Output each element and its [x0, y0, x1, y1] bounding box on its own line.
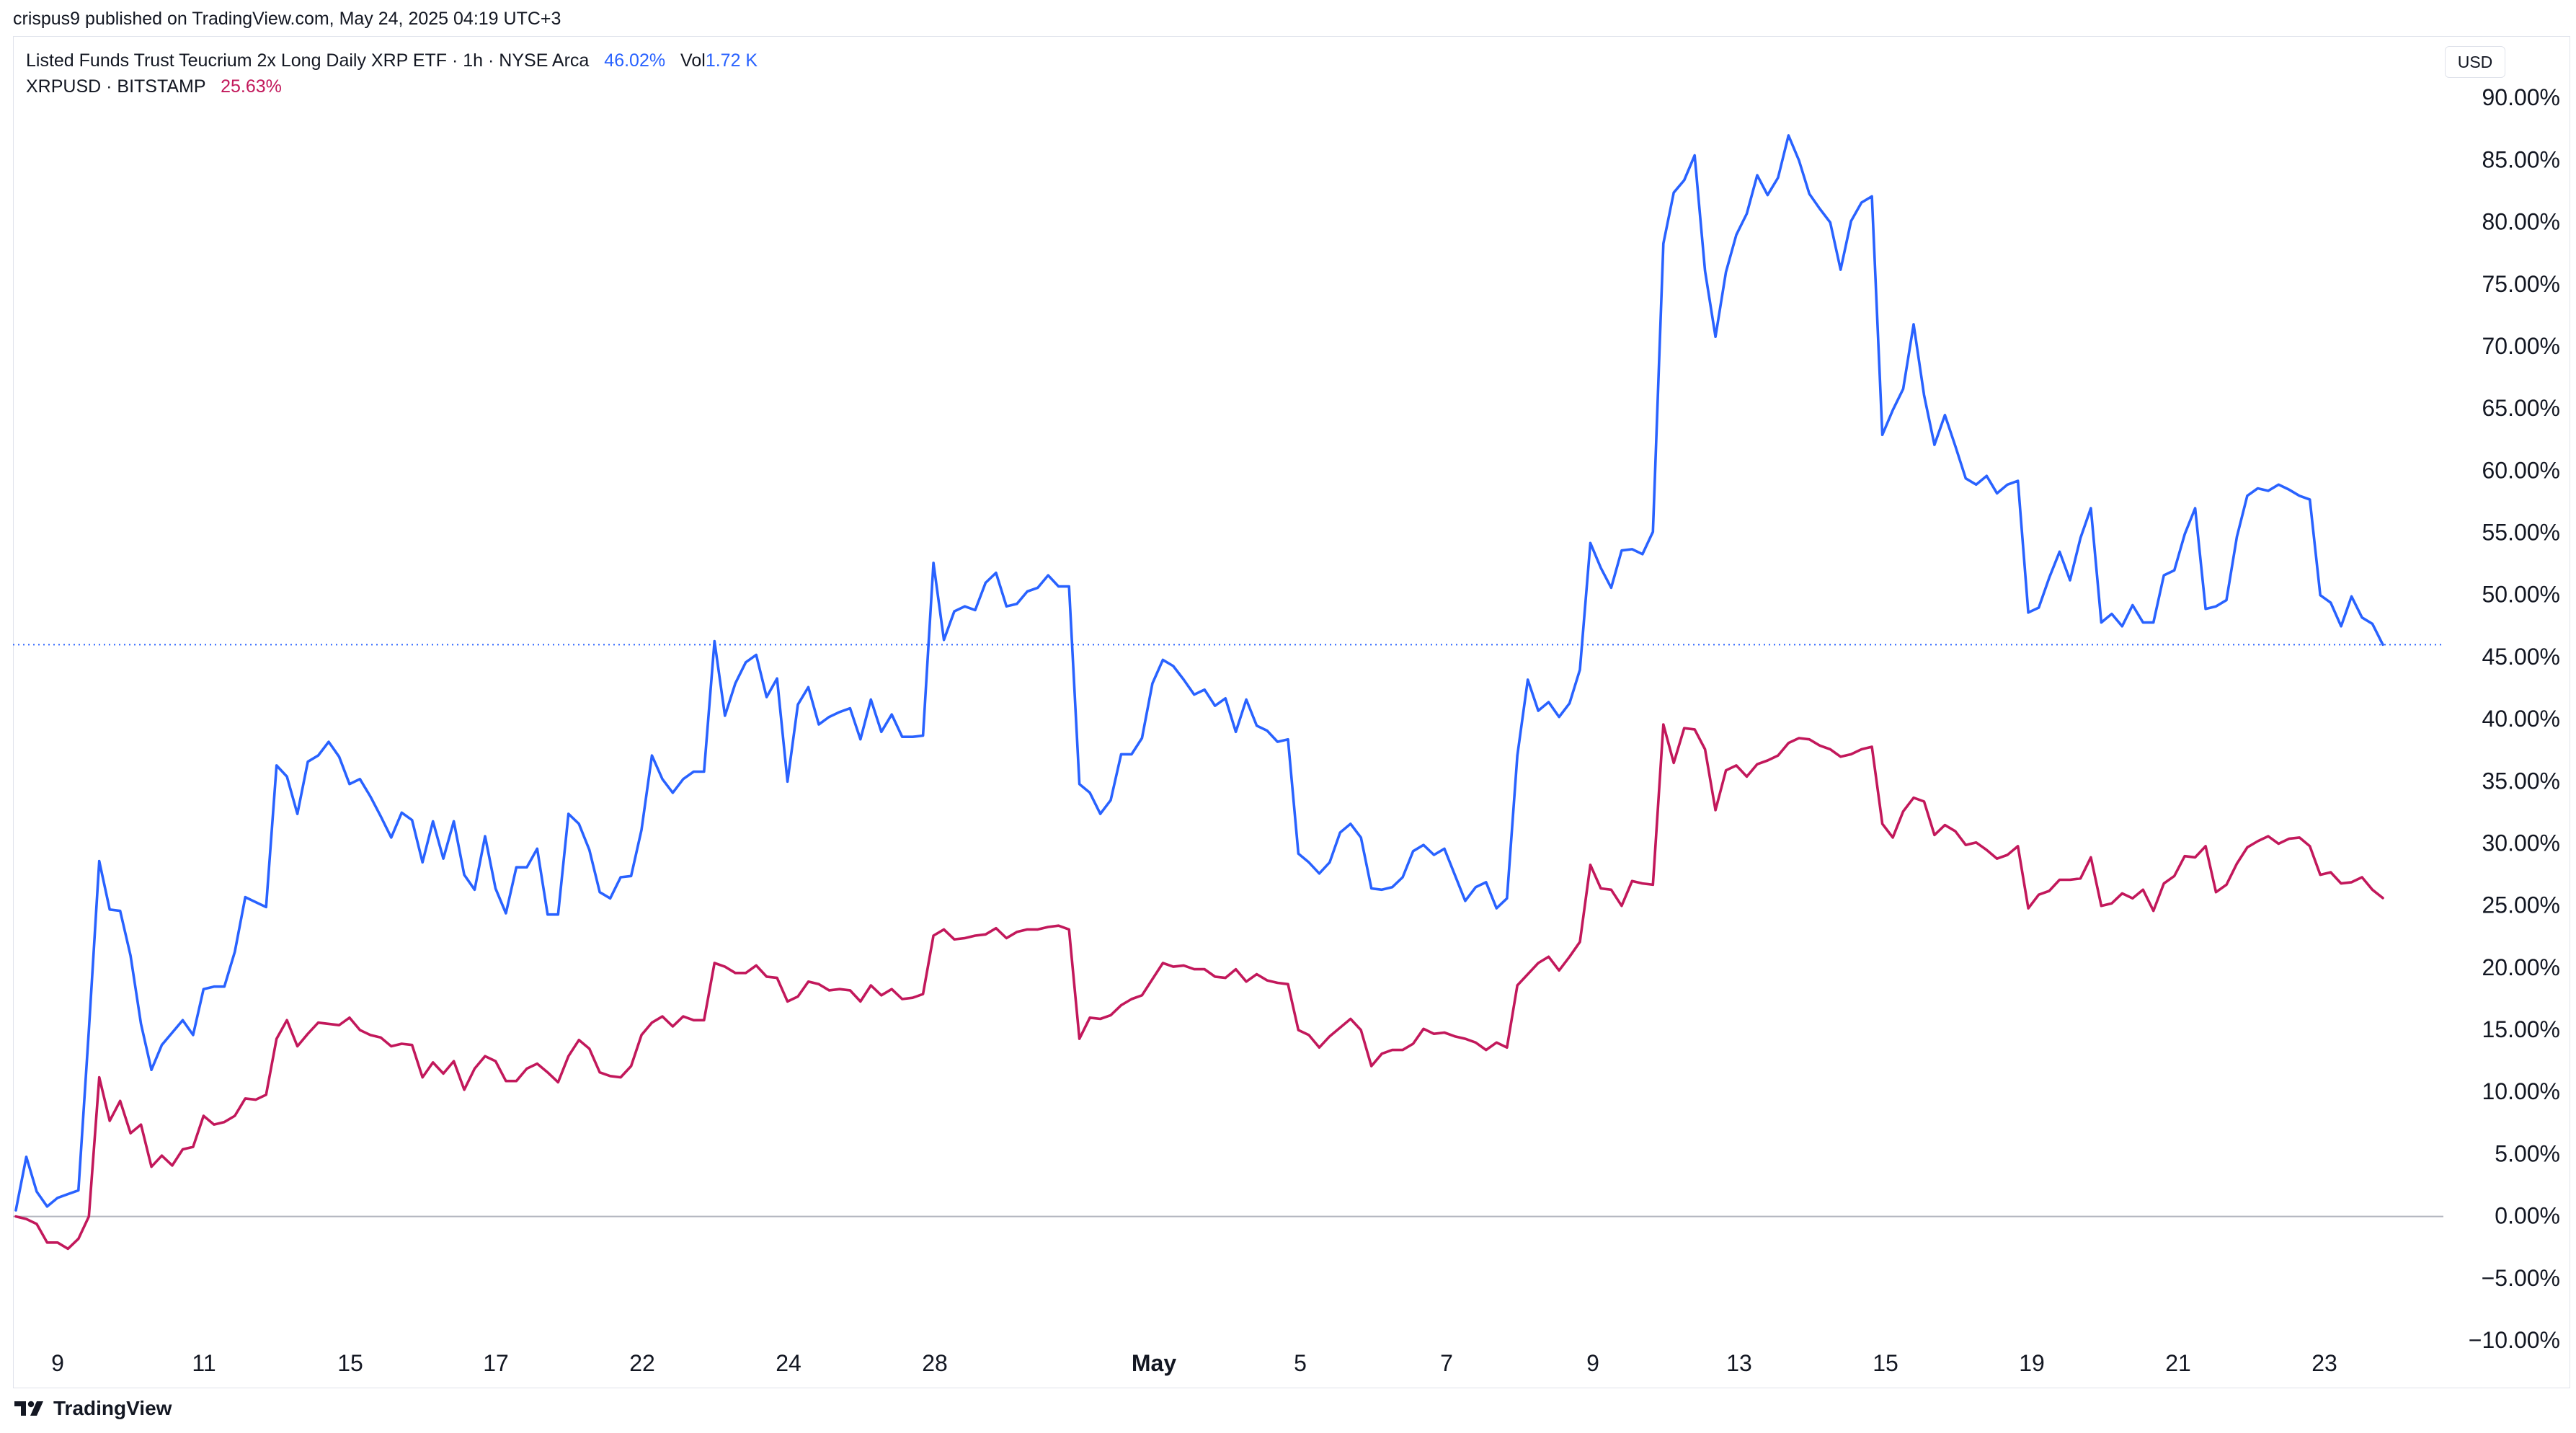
y-tick-label: 5.00%: [2495, 1140, 2560, 1166]
logo-text: TradingView: [53, 1397, 172, 1419]
y-tick-label: 20.00%: [2482, 954, 2560, 980]
tradingview-logo[interactable]: TradingView: [14, 1397, 172, 1420]
y-tick-label: 60.00%: [2482, 457, 2560, 483]
x-tick-label: 17: [483, 1350, 509, 1376]
volume-value: 1.72 K: [705, 50, 758, 71]
series-line-xrpt: [14, 134, 2384, 1212]
y-tick-label: 45.00%: [2482, 644, 2560, 670]
x-tick-label: 7: [1440, 1350, 1453, 1376]
x-tick-label: 13: [1726, 1350, 1752, 1376]
y-tick-label: 50.00%: [2482, 582, 2560, 608]
y-tick-label: 75.00%: [2482, 271, 2560, 297]
series2-name: XRPUSD · BITSTAMP: [26, 76, 206, 97]
y-tick-label: 70.00%: [2482, 333, 2560, 359]
series-line-xrpusd: [14, 723, 2384, 1251]
chart-legend: Listed Funds Trust Teucrium 2x Long Dail…: [26, 48, 758, 99]
y-tick-label: 0.00%: [2495, 1203, 2560, 1229]
x-tick-label: 21: [2165, 1350, 2191, 1376]
y-tick-label: 15.00%: [2482, 1016, 2560, 1042]
y-tick-label: 55.00%: [2482, 520, 2560, 546]
y-tick-label: −5.00%: [2482, 1265, 2560, 1291]
publish-line: crispus9 published on TradingView.com, M…: [13, 9, 561, 29]
x-tick-label: 9: [1586, 1350, 1599, 1376]
x-tick-label: 23: [2311, 1350, 2337, 1376]
y-tick-label: 85.00%: [2482, 146, 2560, 172]
y-tick-label: −10.00%: [2469, 1327, 2560, 1353]
legend-row-xrpt[interactable]: Listed Funds Trust Teucrium 2x Long Dail…: [26, 48, 758, 74]
x-tick-label: 11: [192, 1350, 216, 1376]
x-tick-label: 22: [629, 1350, 655, 1376]
x-tick-label: 15: [1873, 1350, 1898, 1376]
y-tick-label: 40.00%: [2482, 706, 2560, 732]
x-tick-label: 28: [922, 1350, 948, 1376]
volume-label: Vol: [680, 50, 706, 71]
currency-button[interactable]: USD: [2445, 46, 2505, 78]
legend-row-xrpusd[interactable]: XRPUSD · BITSTAMP 25.63%: [26, 74, 758, 99]
tradingview-logo-icon: [14, 1401, 43, 1416]
series1-name: Listed Funds Trust Teucrium 2x Long Dail…: [26, 50, 590, 71]
y-tick-label: 80.00%: [2482, 209, 2560, 235]
y-tick-label: 90.00%: [2482, 84, 2560, 110]
y-tick-label: 35.00%: [2482, 768, 2560, 794]
x-tick-label: 19: [2019, 1350, 2045, 1376]
y-tick-label: 10.00%: [2482, 1078, 2560, 1104]
series1-value: 46.02%: [604, 50, 666, 71]
x-tick-label: May: [1132, 1350, 1176, 1376]
chart-frame: [13, 36, 2570, 1388]
y-tick-label: 25.00%: [2482, 892, 2560, 918]
y-tick-label: 65.00%: [2482, 395, 2560, 421]
x-tick-label: 9: [51, 1350, 64, 1376]
x-tick-label: 5: [1294, 1350, 1307, 1376]
x-tick-label: 24: [776, 1350, 801, 1376]
series2-value: 25.63%: [221, 76, 282, 97]
y-tick-label: 30.00%: [2482, 830, 2560, 856]
x-tick-label: 15: [337, 1350, 363, 1376]
